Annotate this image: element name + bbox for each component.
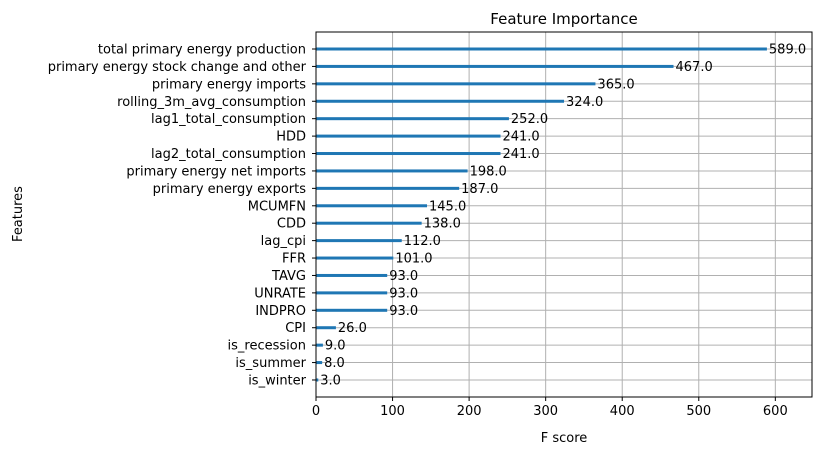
y-tick-layer: total primary energy production primary e… bbox=[48, 43, 316, 388]
x-tick-label: 300 bbox=[533, 404, 558, 419]
value-label: 467.0 bbox=[676, 60, 713, 75]
value-label: 93.0 bbox=[389, 304, 418, 319]
value-label: 187.0 bbox=[461, 182, 498, 197]
bar bbox=[316, 343, 323, 347]
x-axis-title: F score bbox=[541, 431, 588, 446]
value-label-layer: 589.0 467.0 365.0 324.0 252.0 241.0 241.0 198.0… bbox=[320, 43, 806, 389]
value-label: 3.0 bbox=[320, 373, 341, 388]
value-label: 365.0 bbox=[597, 77, 634, 92]
x-tick-label: 600 bbox=[763, 404, 788, 419]
bar bbox=[316, 152, 501, 156]
bar bbox=[316, 273, 388, 277]
value-label: 145.0 bbox=[429, 199, 466, 214]
y-tick-label: primary energy exports bbox=[153, 182, 307, 197]
value-label: 241.0 bbox=[502, 147, 539, 162]
bar bbox=[316, 82, 596, 86]
bar bbox=[316, 117, 509, 121]
bar bbox=[316, 378, 319, 382]
bar-layer bbox=[316, 47, 767, 382]
value-label: 241.0 bbox=[502, 130, 539, 145]
bar bbox=[316, 169, 468, 173]
y-tick-label: is_summer bbox=[235, 356, 306, 371]
bar bbox=[316, 64, 674, 68]
bar bbox=[316, 239, 402, 243]
y-tick-label: UNRATE bbox=[254, 286, 306, 301]
value-label: 9.0 bbox=[325, 339, 346, 354]
chart-title: Feature Importance bbox=[490, 10, 637, 28]
y-tick-label: lag_cpi bbox=[261, 234, 306, 249]
x-tick-layer: 0 100 200 300 400 500 600 bbox=[312, 397, 788, 419]
y-tick-label: is_recession bbox=[228, 339, 306, 354]
plot-frame bbox=[315, 31, 813, 398]
y-tick-label: INDPRO bbox=[255, 304, 306, 319]
bar bbox=[316, 291, 388, 295]
bar bbox=[316, 99, 565, 103]
y-tick-label: rolling_3m_avg_consumption bbox=[117, 95, 306, 110]
y-tick-label: HDD bbox=[276, 130, 306, 145]
bar bbox=[316, 326, 336, 330]
plot-background bbox=[316, 32, 812, 397]
y-tick-label: FFR bbox=[282, 252, 306, 267]
value-label: 93.0 bbox=[389, 286, 418, 301]
y-tick-label: total primary energy production bbox=[98, 43, 306, 58]
value-label: 589.0 bbox=[769, 43, 806, 58]
bar bbox=[316, 47, 767, 51]
y-tick-label: TAVG bbox=[271, 269, 306, 284]
y-tick-label: is_winter bbox=[248, 373, 306, 388]
y-tick-label: CDD bbox=[277, 217, 306, 232]
bar bbox=[316, 256, 394, 260]
bar bbox=[316, 186, 460, 190]
value-label: 324.0 bbox=[566, 95, 603, 110]
bar bbox=[316, 204, 428, 208]
x-tick-label: 100 bbox=[380, 404, 405, 419]
x-tick-label: 400 bbox=[610, 404, 635, 419]
bar bbox=[316, 361, 323, 365]
value-label: 198.0 bbox=[470, 164, 507, 179]
value-label: 93.0 bbox=[389, 269, 418, 284]
y-tick-label: lag2_total_consumption bbox=[151, 147, 306, 162]
bar bbox=[316, 134, 501, 138]
y-tick-label: primary energy stock change and other bbox=[48, 60, 307, 75]
value-label: 101.0 bbox=[395, 252, 432, 267]
value-label: 138.0 bbox=[424, 217, 461, 232]
y-tick-label: primary energy net imports bbox=[126, 164, 306, 179]
y-tick-label: CPI bbox=[285, 321, 306, 336]
y-axis-title: Features bbox=[11, 186, 26, 242]
y-tick-label: MCUMFN bbox=[248, 199, 306, 214]
bar bbox=[316, 308, 388, 312]
value-label: 252.0 bbox=[511, 112, 548, 127]
value-label: 26.0 bbox=[338, 321, 367, 336]
x-tick-label: 500 bbox=[686, 404, 711, 419]
x-tick-label: 200 bbox=[457, 404, 482, 419]
x-tick-label: 0 bbox=[312, 404, 320, 419]
value-label: 8.0 bbox=[324, 356, 345, 371]
value-label: 112.0 bbox=[404, 234, 441, 249]
y-tick-label: primary energy imports bbox=[152, 77, 306, 92]
y-tick-label: lag1_total_consumption bbox=[151, 112, 306, 127]
bar bbox=[316, 221, 422, 225]
